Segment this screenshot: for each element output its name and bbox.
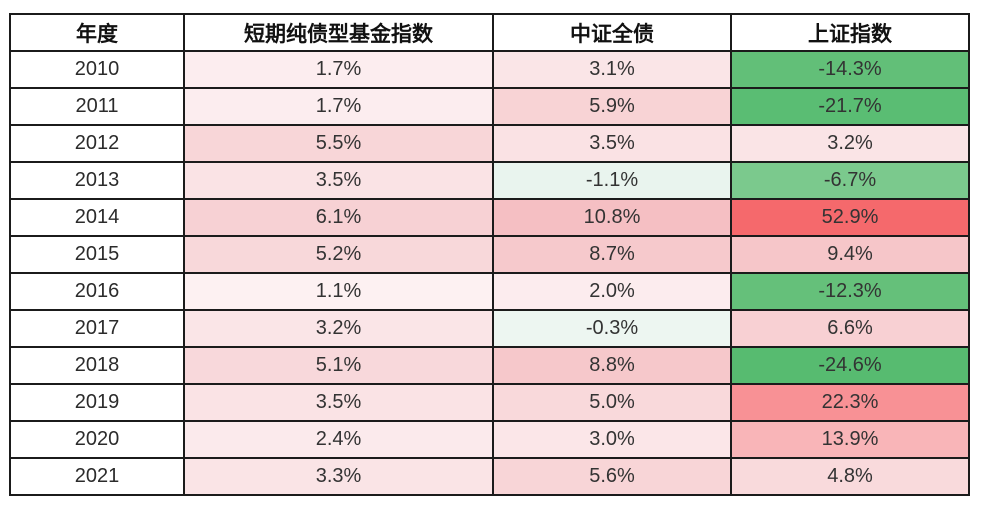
value-cell: 8.7%: [492, 235, 732, 274]
value-cell: 5.6%: [492, 457, 732, 496]
table-row: 2020 2.4% 3.0% 13.9%: [9, 420, 970, 459]
year-cell: 2017: [9, 309, 185, 348]
annual-returns-table: 年度 短期纯债型基金指数 中证全债 上证指数 2010 1.7% 3.1% -14.3…: [9, 13, 970, 496]
year-cell: 2015: [9, 235, 185, 274]
year-cell: 2019: [9, 383, 185, 422]
value-cell: 22.3%: [730, 383, 970, 422]
value-cell: 9.4%: [730, 235, 970, 274]
value-cell: 3.2%: [730, 124, 970, 163]
table-row: 2013 3.5% -1.1% -6.7%: [9, 161, 970, 200]
value-cell: 3.1%: [492, 50, 732, 89]
year-cell: 2018: [9, 346, 185, 385]
value-cell: 8.8%: [492, 346, 732, 385]
table-row: 2018 5.1% 8.8% -24.6%: [9, 346, 970, 385]
header-short-term-bond-fund-index: 短期纯债型基金指数: [183, 13, 494, 52]
value-cell: 3.5%: [183, 383, 494, 422]
year-cell: 2016: [9, 272, 185, 311]
value-cell: 1.7%: [183, 87, 494, 126]
year-cell: 2011: [9, 87, 185, 126]
year-cell: 2013: [9, 161, 185, 200]
year-cell: 2020: [9, 420, 185, 459]
value-cell: 2.0%: [492, 272, 732, 311]
table-row: 2010 1.7% 3.1% -14.3%: [9, 50, 970, 89]
table-row: 2019 3.5% 5.0% 22.3%: [9, 383, 970, 422]
value-cell: 5.1%: [183, 346, 494, 385]
value-cell: -21.7%: [730, 87, 970, 126]
value-cell: -6.7%: [730, 161, 970, 200]
table-row: 2014 6.1% 10.8% 52.9%: [9, 198, 970, 237]
table-row: 2021 3.3% 5.6% 4.8%: [9, 457, 970, 496]
value-cell: -12.3%: [730, 272, 970, 311]
value-cell: 13.9%: [730, 420, 970, 459]
value-cell: -0.3%: [492, 309, 732, 348]
value-cell: 6.1%: [183, 198, 494, 237]
table-header-row: 年度 短期纯债型基金指数 中证全债 上证指数: [9, 13, 970, 52]
year-cell: 2010: [9, 50, 185, 89]
value-cell: 3.5%: [492, 124, 732, 163]
value-cell: 3.2%: [183, 309, 494, 348]
value-cell: 5.2%: [183, 235, 494, 274]
value-cell: 10.8%: [492, 198, 732, 237]
value-cell: 4.8%: [730, 457, 970, 496]
value-cell: 3.0%: [492, 420, 732, 459]
table-row: 2011 1.7% 5.9% -21.7%: [9, 87, 970, 126]
value-cell: -14.3%: [730, 50, 970, 89]
year-cell: 2021: [9, 457, 185, 496]
value-cell: -24.6%: [730, 346, 970, 385]
header-csi-aggregate-bond: 中证全债: [492, 13, 732, 52]
value-cell: 2.4%: [183, 420, 494, 459]
value-cell: -1.1%: [492, 161, 732, 200]
value-cell: 3.3%: [183, 457, 494, 496]
value-cell: 6.6%: [730, 309, 970, 348]
year-cell: 2014: [9, 198, 185, 237]
value-cell: 3.5%: [183, 161, 494, 200]
table-row: 2016 1.1% 2.0% -12.3%: [9, 272, 970, 311]
table-row: 2012 5.5% 3.5% 3.2%: [9, 124, 970, 163]
value-cell: 5.9%: [492, 87, 732, 126]
value-cell: 1.1%: [183, 272, 494, 311]
value-cell: 52.9%: [730, 198, 970, 237]
header-sse-composite-index: 上证指数: [730, 13, 970, 52]
header-year: 年度: [9, 13, 185, 52]
value-cell: 5.5%: [183, 124, 494, 163]
table-row: 2015 5.2% 8.7% 9.4%: [9, 235, 970, 274]
table-row: 2017 3.2% -0.3% 6.6%: [9, 309, 970, 348]
value-cell: 1.7%: [183, 50, 494, 89]
value-cell: 5.0%: [492, 383, 732, 422]
table-body: 2010 1.7% 3.1% -14.3% 2011 1.7% 5.9% -21.7% 2012…: [9, 50, 970, 496]
year-cell: 2012: [9, 124, 185, 163]
